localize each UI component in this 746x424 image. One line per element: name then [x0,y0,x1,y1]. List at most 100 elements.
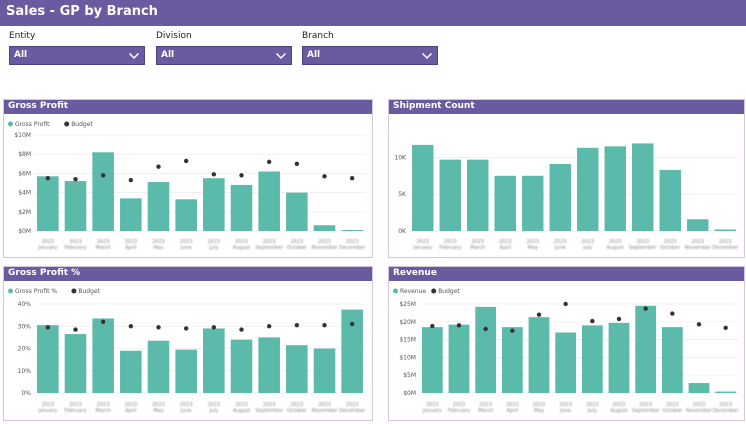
bar[interactable] [120,350,142,393]
budget-point[interactable] [128,177,134,183]
bar[interactable] [92,152,114,231]
legend-label: Budget [78,288,100,295]
bar[interactable] [341,309,363,393]
bar[interactable] [475,306,497,393]
budget-point[interactable] [430,323,435,329]
bar[interactable] [577,147,599,231]
bar[interactable] [258,171,280,231]
budget-point[interactable] [266,159,272,165]
bar[interactable] [258,337,280,393]
budget-point[interactable] [211,172,217,177]
legend-marker [8,288,13,294]
bar[interactable] [494,175,516,231]
x-tick-label: 2023 [263,239,276,245]
bar[interactable] [608,322,630,393]
bar[interactable] [120,198,142,231]
budget-point[interactable] [183,326,189,331]
bar[interactable] [714,229,736,231]
bar[interactable] [632,143,654,231]
bar[interactable] [175,349,197,393]
budget-point[interactable] [100,173,106,178]
bar[interactable] [203,178,225,231]
bar[interactable] [175,199,197,231]
revenue-panel[interactable]: Revenue Revenue Budget $0M $5M $10M $15M $20M $… [388,266,745,421]
bar[interactable] [581,325,603,393]
budget-point[interactable] [156,325,161,330]
bar[interactable] [64,334,87,393]
budget-point[interactable] [294,161,300,166]
budget-point[interactable] [239,327,244,332]
bar[interactable] [715,391,737,393]
budget-point[interactable] [266,324,272,329]
gross-profit-pct-panel[interactable]: Gross Profit % Gross Profit % Budget 0% 10%… [3,266,373,421]
budget-point[interactable] [322,322,327,328]
bar[interactable] [421,327,443,393]
budget-point[interactable] [45,176,51,181]
branch-dropdown[interactable]: All [302,46,438,65]
budget-point[interactable] [322,174,327,179]
budget-point[interactable] [456,323,462,328]
bar[interactable] [341,230,363,231]
budget-point[interactable] [100,319,106,324]
budget-point[interactable] [349,321,355,327]
bar[interactable] [661,327,683,393]
budget-point[interactable] [349,176,355,181]
budget-point[interactable] [128,324,134,329]
bar[interactable] [286,345,308,393]
budget-point[interactable] [723,325,728,331]
bar[interactable] [688,383,710,393]
bar[interactable] [687,219,709,231]
bar[interactable] [439,159,461,231]
panel-header: Revenue [389,267,744,281]
budget-point[interactable] [183,158,189,164]
bar[interactable] [528,317,550,393]
budget-point[interactable] [616,316,622,322]
x-tick-label: 2023 [263,402,276,408]
bar[interactable] [37,176,59,231]
shipment-count-panel[interactable]: Shipment Count 0K 5K 10K 2023 January 2023 Feb… [388,99,745,258]
bar[interactable] [467,159,489,231]
x-tick-label: January [37,408,57,414]
bar[interactable] [522,175,544,231]
budget-point[interactable] [45,325,51,330]
bar[interactable] [286,192,308,231]
bar[interactable] [230,339,253,393]
bar[interactable] [412,144,434,231]
budget-point[interactable] [563,301,568,307]
budget-point[interactable] [590,318,595,324]
budget-point[interactable] [510,328,515,333]
budget-point[interactable] [483,326,488,332]
budget-point[interactable] [536,312,542,317]
bar[interactable] [92,318,114,393]
bar[interactable] [448,324,470,393]
bar[interactable] [659,169,681,231]
entity-slicer: Entity All [9,30,145,65]
bar[interactable] [555,332,577,393]
bar[interactable] [549,164,571,231]
budget-point[interactable] [239,173,244,178]
budget-point[interactable] [211,325,217,330]
legend-label: Budget [71,121,93,128]
entity-dropdown[interactable]: All [9,46,145,65]
budget-point[interactable] [156,164,161,169]
division-dropdown[interactable]: All [156,46,292,65]
bar[interactable] [147,340,170,393]
x-tick-label: 2023 [719,402,732,408]
bar[interactable] [313,348,336,394]
budget-point[interactable] [294,322,300,328]
bar[interactable] [203,328,225,393]
budget-point[interactable] [670,311,675,316]
bar[interactable] [147,182,170,231]
budget-point[interactable] [73,327,78,332]
budget-point[interactable] [73,176,78,182]
bar[interactable] [635,305,657,393]
bar[interactable] [37,325,59,393]
bar[interactable] [501,327,523,393]
budget-point[interactable] [643,306,648,311]
bar[interactable] [313,225,336,231]
budget-point[interactable] [696,322,702,327]
bar[interactable] [604,146,626,231]
bar[interactable] [64,181,87,231]
bar[interactable] [230,184,253,231]
gross-profit-panel[interactable]: Gross Profit Gross Profit Budget $0M $2M $4M… [3,99,373,258]
